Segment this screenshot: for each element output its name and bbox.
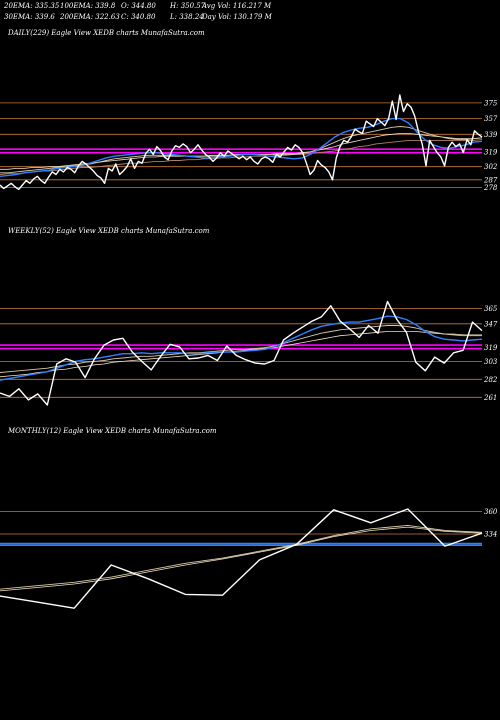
monthly-price-line [0,508,483,609]
daily-y-tick-label: 302 [484,163,498,171]
monthly-ema-slower-line [0,526,483,592]
daily-y-tick-label: 287 [483,176,498,184]
weekly-price-line [0,300,483,406]
weekly-y-tick-label: 303 [484,358,498,366]
weekly-y-tick-label: 282 [483,376,498,384]
avg-volume-value: Avg Vol: 116.217 M [202,2,272,10]
day-volume-value: Day Vol: 130.179 M [202,13,272,21]
daily-chart-title: DAILY(229) Eagle View XEDB charts Munafa… [8,29,205,37]
monthly-chart-title: MONTHLY(12) Eagle View XEDB charts Munaf… [8,427,217,435]
weekly-y-tick-label: 365 [484,305,498,313]
ema200-value: 200EMA: 322.63 [60,13,120,21]
weekly-ema-fast-line [0,315,483,381]
weekly-y-tick-label: 319 [484,344,498,352]
monthly-y-tick-label: 334 [484,531,497,539]
daily-y-tick-label: 319 [484,148,498,156]
ema100-value: 100EMA: 339.8 [60,2,116,10]
monthly-y-tick-label: 360 [484,508,498,516]
weekly-ema-slower-line [0,331,482,378]
daily-y-tick-label: 339 [484,131,498,139]
weekly-chart-title: WEEKLY(52) Eagle View XEDB charts Munafa… [8,227,210,235]
close-value: C: 340.80 [121,13,156,21]
daily-y-tick-label: 278 [483,184,498,192]
open-value: O: 344.80 [121,2,156,10]
monthly-ema-slow-line [0,524,483,590]
weekly-y-tick-label: 261 [483,394,497,402]
ema30-value: 30EMA: 339.6 [4,13,55,21]
daily-y-tick-label: 357 [484,115,498,123]
daily-price-line [0,94,483,191]
weekly-y-tick-label: 347 [484,320,498,328]
high-value: H: 350.57 [170,2,206,10]
ema20-value: 20EMA: 335.35 [4,2,60,10]
daily-ema-slower-line [0,132,483,170]
low-value: L: 338.24 [170,13,204,21]
daily-ema-fast-line [0,117,483,177]
daily-y-tick-label: 375 [484,99,498,107]
